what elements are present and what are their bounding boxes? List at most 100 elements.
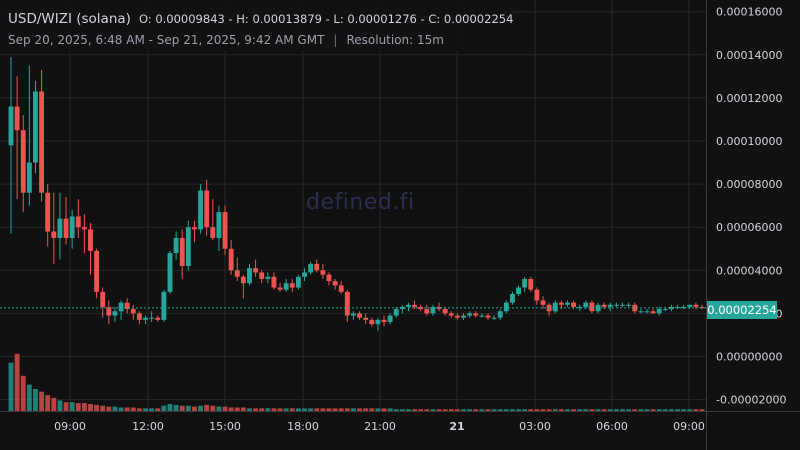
volume-bar <box>247 408 252 411</box>
volume-bar <box>33 389 38 411</box>
volume-bar <box>179 405 185 411</box>
volume-bar <box>485 409 491 411</box>
candle-body <box>473 313 479 316</box>
volume-bar <box>399 409 405 411</box>
volume-bar <box>644 409 650 411</box>
volume-bar <box>100 405 106 411</box>
volume-bar <box>283 408 289 411</box>
volume-bar <box>314 408 320 411</box>
volume-bar <box>332 408 338 411</box>
candle-body <box>693 304 699 307</box>
volume-bar <box>375 408 381 411</box>
candle-body <box>143 317 148 320</box>
volume-bar <box>357 408 363 411</box>
volume-bar <box>94 404 100 411</box>
candle-body <box>289 283 295 288</box>
volume-bar <box>20 375 26 411</box>
candle-body <box>106 306 112 316</box>
candle-body <box>240 276 246 284</box>
candle-body <box>8 106 14 146</box>
y-tick-label: -0.00002000 <box>716 394 786 407</box>
candle-body <box>192 227 197 230</box>
candle-body <box>100 291 106 307</box>
candle-body <box>656 309 662 314</box>
candle-body <box>228 248 234 271</box>
candle-body <box>393 309 399 316</box>
candle-body <box>558 302 564 305</box>
candle-body <box>650 311 656 314</box>
volume-bar <box>149 408 155 411</box>
volume-bar <box>302 408 307 411</box>
legend-row-price: USD/WIZI (solana) O: 0.00009843 - H: 0.00… <box>8 9 513 29</box>
volume-bar <box>39 391 45 411</box>
candle-body <box>81 227 87 230</box>
volume-bar <box>161 405 167 411</box>
volume-bar <box>210 405 216 411</box>
candle-body <box>51 231 57 238</box>
candle-body <box>308 263 314 273</box>
candle-body <box>271 276 277 288</box>
ohlc-readout: O: 0.00009843 - H: 0.00013879 - L: 0.000… <box>138 12 514 26</box>
volume-bar <box>412 409 418 411</box>
candle-body <box>503 302 509 312</box>
candle-body <box>204 190 210 228</box>
volume-bar <box>613 409 619 411</box>
resolution-label: Resolution: 15m <box>346 33 444 47</box>
candle-body <box>412 304 418 307</box>
candle-body <box>387 315 393 323</box>
volume-bar <box>338 408 344 411</box>
volume-bar <box>546 409 552 411</box>
x-tick-label: 15:00 <box>209 420 241 433</box>
volume-bar <box>277 408 283 411</box>
volume-bar <box>63 402 69 411</box>
candle-body <box>332 281 338 286</box>
candle-body <box>363 317 369 320</box>
volume-bar <box>350 408 356 411</box>
volume-bar <box>479 409 485 411</box>
candle-body <box>534 289 540 301</box>
volume-bar <box>253 408 259 411</box>
volume-bar <box>583 409 589 411</box>
candle-body <box>528 278 534 290</box>
volume-bar <box>491 409 497 411</box>
volume-bar <box>363 408 369 411</box>
volume-bar <box>75 403 81 411</box>
volume-bar <box>503 409 509 411</box>
candle-body <box>69 216 75 238</box>
candle-body <box>136 313 142 320</box>
volume-bar <box>693 409 699 411</box>
candle-body <box>375 319 381 325</box>
volume-bar <box>344 408 350 411</box>
volume-bar <box>308 408 314 411</box>
volume-bar <box>222 406 228 411</box>
candle-body <box>198 190 204 230</box>
candle-body <box>448 313 454 316</box>
volume-bar <box>265 408 271 411</box>
candle-body <box>461 315 466 318</box>
candle-body <box>491 317 497 319</box>
candle-body <box>149 317 155 319</box>
candle-body <box>26 162 32 193</box>
candle-body <box>283 283 289 290</box>
volume-bar <box>8 362 14 411</box>
volume-bar <box>295 408 301 411</box>
candle-body <box>601 304 607 307</box>
volume-bar <box>26 384 32 411</box>
candle-body <box>516 287 521 295</box>
candle-body <box>173 237 179 254</box>
volume-bar <box>632 409 638 411</box>
y-tick-label: 0.00008000 <box>716 178 782 191</box>
volume-bar <box>45 395 51 411</box>
candle-body <box>277 287 283 290</box>
legend-row-range: Sep 20, 2025, 6:48 AM - Sep 21, 2025, 9:… <box>8 29 513 51</box>
volume-bar <box>326 408 332 411</box>
volume-bar <box>668 409 674 411</box>
volume-bar <box>540 409 546 411</box>
candle-body <box>167 253 173 292</box>
candle-body <box>320 270 326 275</box>
candle-body <box>522 278 528 288</box>
candle-body <box>247 268 252 284</box>
volume-bar <box>552 409 558 411</box>
